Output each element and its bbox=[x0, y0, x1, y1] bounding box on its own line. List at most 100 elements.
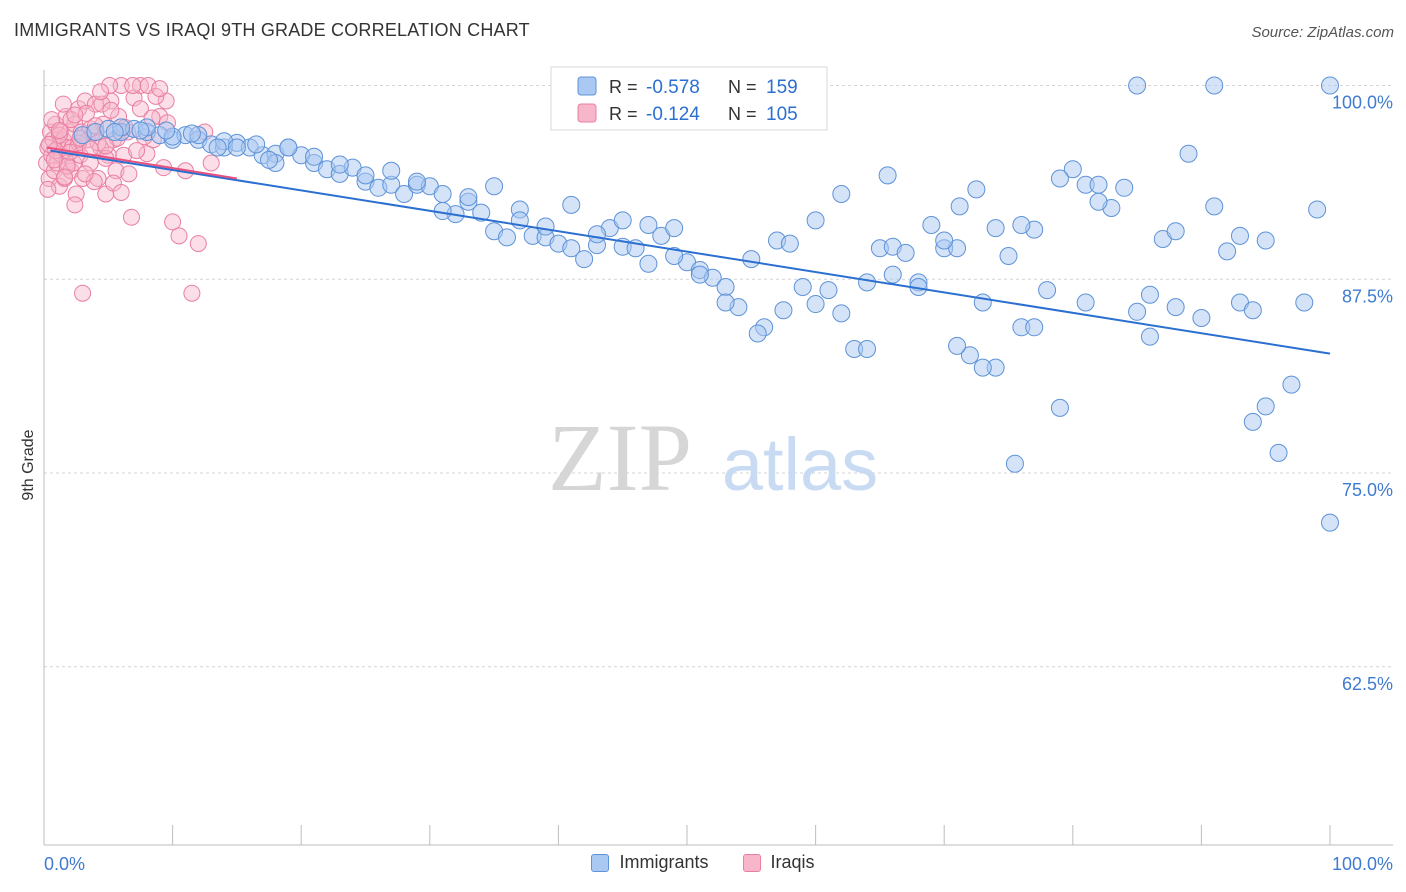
immigrants-point bbox=[105, 123, 124, 141]
immigrants-point bbox=[806, 211, 825, 230]
immigrants-point bbox=[279, 138, 298, 157]
bottom-legend-immigrants[interactable]: Immigrants bbox=[591, 852, 709, 873]
legend-r-value-2: -0.124 bbox=[646, 104, 700, 125]
iraqis-point bbox=[164, 213, 182, 231]
legend-r-label-1: R = bbox=[609, 77, 638, 97]
immigrants-point bbox=[883, 265, 902, 284]
immigrants-point bbox=[832, 304, 851, 323]
immigrants-point bbox=[1295, 293, 1314, 312]
legend-n-value-2: 105 bbox=[766, 104, 798, 125]
watermark-zip: ZIP bbox=[548, 404, 692, 511]
immigrants-point bbox=[562, 239, 581, 258]
immigrants-point bbox=[639, 254, 658, 273]
immigrants-point bbox=[1243, 412, 1262, 431]
immigrants-point bbox=[497, 228, 516, 247]
y-tick-label: 100.0% bbox=[1332, 93, 1393, 113]
immigrants-point bbox=[305, 147, 324, 166]
immigrants-point bbox=[639, 216, 658, 234]
immigrants-point bbox=[1050, 398, 1069, 417]
iraqis-point bbox=[56, 168, 74, 186]
immigrants-point bbox=[967, 180, 986, 199]
iraqis-point bbox=[151, 80, 169, 98]
immigrants-point bbox=[1321, 513, 1339, 532]
immigrants-point bbox=[227, 138, 246, 157]
iraqis-point bbox=[107, 162, 125, 180]
immigrants-swatch bbox=[591, 853, 610, 872]
iraqis-trend-line bbox=[46, 146, 238, 180]
immigrants-point bbox=[774, 301, 793, 320]
immigrants-point bbox=[587, 225, 606, 244]
immigrants-point bbox=[1076, 293, 1095, 312]
iraqis-point bbox=[138, 145, 156, 163]
iraqis-point bbox=[147, 87, 165, 105]
immigrants-point bbox=[485, 177, 504, 196]
iraqis-swatch bbox=[742, 853, 761, 872]
immigrants-point bbox=[1179, 144, 1198, 163]
immigrants-point bbox=[182, 124, 201, 143]
iraqis-point bbox=[76, 165, 94, 183]
tick-labels: 100.0% 87.5% 75.0% 62.5% 0.0% 100.0% bbox=[44, 93, 1393, 875]
immigrants-point bbox=[742, 250, 761, 269]
immigrants-point bbox=[806, 295, 825, 314]
legend-r-label-2: R = bbox=[609, 104, 638, 124]
immigrants-points bbox=[73, 76, 1339, 532]
immigrants-label: Immigrants bbox=[619, 852, 709, 872]
immigrants-point bbox=[1308, 200, 1327, 219]
iraqis-point bbox=[122, 208, 140, 226]
immigrants-point bbox=[1256, 231, 1275, 250]
iraqis-point bbox=[97, 137, 115, 155]
iraqis-point bbox=[202, 154, 220, 172]
immigrants-point bbox=[1166, 222, 1185, 241]
iraqis-point bbox=[112, 77, 130, 94]
immigrants-point bbox=[716, 278, 735, 296]
immigrants-point bbox=[986, 219, 1005, 238]
immigrants-point bbox=[690, 265, 709, 284]
iraqis-points bbox=[38, 77, 220, 302]
immigrants-point bbox=[780, 234, 799, 253]
immigrants-point bbox=[1012, 216, 1031, 234]
legend-r-value-1: -0.578 bbox=[646, 77, 700, 98]
immigrants-point bbox=[878, 166, 897, 185]
iraqis-point bbox=[183, 284, 201, 302]
immigrants-point bbox=[247, 135, 266, 154]
immigrants-point bbox=[960, 346, 979, 365]
immigrants-point bbox=[748, 324, 767, 343]
immigrants-point bbox=[1038, 281, 1057, 300]
immigrants-point bbox=[1050, 169, 1069, 188]
legend-n-value-1: 159 bbox=[766, 77, 798, 98]
bottom-legend-iraqis[interactable]: Iraqis bbox=[742, 852, 815, 873]
iraqis-point bbox=[131, 100, 149, 118]
immigrants-trend-line bbox=[50, 149, 1331, 355]
immigrants-point bbox=[999, 247, 1018, 265]
immigrants-point bbox=[382, 161, 401, 180]
immigrants-point bbox=[922, 216, 941, 234]
legend-n-label-2: N = bbox=[728, 104, 757, 124]
iraqis-point bbox=[102, 101, 120, 119]
y-axis-label: 9th Grade bbox=[20, 429, 37, 500]
immigrants-point bbox=[950, 197, 969, 216]
chart-title: IMMIGRANTS VS IRAQI 9TH GRADE CORRELATIO… bbox=[14, 20, 530, 40]
immigrants-point bbox=[330, 155, 349, 174]
iraqis-point bbox=[189, 235, 207, 253]
iraqis-point bbox=[76, 92, 94, 110]
immigrants-point bbox=[1230, 226, 1249, 245]
immigrants-point bbox=[716, 293, 735, 312]
immigrants-point bbox=[260, 150, 279, 169]
immigrants-point bbox=[1269, 443, 1288, 462]
iraqis-point bbox=[66, 106, 84, 124]
watermark-atlas: atlas bbox=[722, 423, 878, 506]
axes bbox=[43, 70, 1393, 846]
immigrants-point bbox=[1282, 375, 1301, 394]
trend-lines bbox=[46, 146, 1331, 355]
immigrants-point bbox=[157, 121, 176, 140]
immigrants-point bbox=[1025, 318, 1044, 337]
iraqis-point bbox=[128, 142, 146, 160]
immigrants-point bbox=[935, 231, 954, 250]
immigrants-point bbox=[858, 273, 877, 292]
immigrants-point bbox=[459, 188, 478, 207]
immigrants-point bbox=[1321, 76, 1339, 95]
immigrants-point bbox=[1256, 397, 1275, 416]
immigrants-point bbox=[407, 172, 426, 191]
immigrants-point bbox=[208, 138, 227, 157]
